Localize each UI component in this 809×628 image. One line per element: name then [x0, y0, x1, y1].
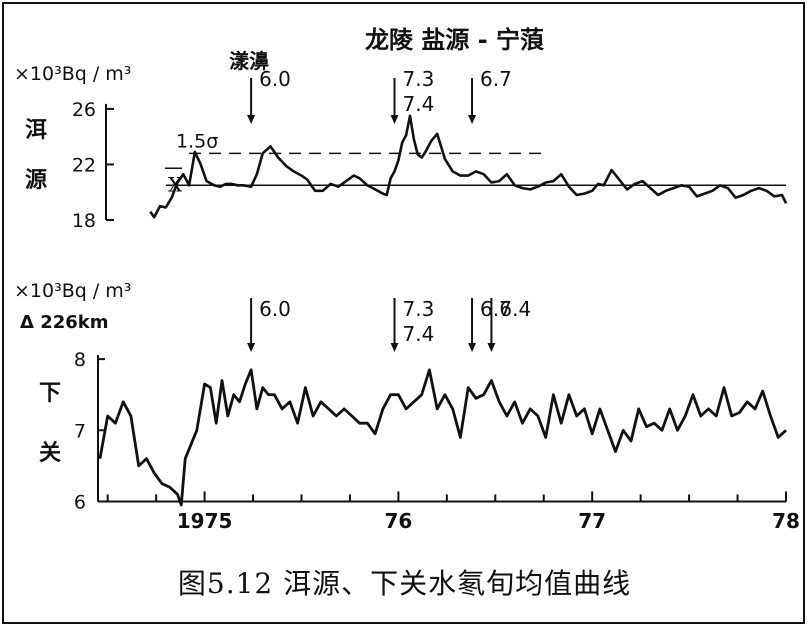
- xiaguan-event-arrow: [390, 298, 399, 352]
- xiaguan-y-tick-label: 6: [74, 491, 86, 513]
- eryuan-event-arrow: [247, 78, 256, 124]
- xiaguan-y-tick-label: 8: [74, 349, 86, 371]
- eryuan-event-magnitude: 7.4: [403, 92, 435, 116]
- xiaguan-event-magnitude: 6.7: [480, 297, 512, 321]
- eryuan-unit-label: ×10³Bq / m³: [14, 63, 131, 85]
- eryuan-event-magnitude: 6.0: [259, 67, 291, 91]
- xiaguan-series-line: [98, 368, 787, 507]
- xiaguan-event-arrow: [247, 298, 256, 352]
- eryuan-y-tick-label: 18: [72, 210, 96, 232]
- xiaguan-x-tick-label: 78: [772, 509, 800, 533]
- eryuan-y-tick-label: 26: [72, 99, 96, 121]
- eryuan-series-line: [149, 114, 788, 219]
- xiaguan-unit-label: ×10³Bq / m³: [14, 280, 131, 302]
- eryuan-y-tick-label: 22: [72, 154, 96, 176]
- eryuan-event-name: 漾濞: [229, 49, 269, 73]
- figure-caption: 图5.12 洱源、下关水氡旬均值曲线: [177, 567, 632, 600]
- xiaguan-station-char: 关: [39, 441, 61, 466]
- eryuan-event-magnitude: 6.7: [480, 67, 512, 91]
- eryuan-event-arrow: [390, 78, 399, 124]
- eryuan-station-char: 洱: [25, 118, 47, 143]
- xiaguan-x-tick-label: 77: [578, 509, 606, 533]
- xiaguan-event-magnitude: 6.4: [499, 297, 531, 321]
- xiaguan-distance-label: Δ 226km: [20, 312, 109, 333]
- xiaguan-y-tick-label: 7: [74, 420, 86, 442]
- xiaguan-event-arrow: [468, 298, 477, 352]
- xiaguan-event-magnitude: 6.0: [259, 297, 291, 321]
- eryuan-event-group-label: 龙陵 盐源 - 宁蒗: [365, 26, 545, 54]
- eryuan-threshold-label: 1.5σ: [176, 130, 218, 152]
- xiaguan-x-tick-label: 1975: [177, 509, 233, 533]
- xiaguan-x-tick-label: 76: [384, 509, 412, 533]
- xiaguan-event-magnitude: 7.4: [403, 322, 435, 346]
- eryuan-event-arrow: [468, 78, 477, 124]
- xiaguan-event-arrow: [487, 298, 496, 352]
- eryuan-event-magnitude: 7.3: [403, 67, 435, 91]
- eryuan-station-char: 源: [25, 168, 47, 193]
- xiaguan-station-char: 下: [39, 381, 61, 406]
- xiaguan-event-magnitude: 7.3: [403, 297, 435, 321]
